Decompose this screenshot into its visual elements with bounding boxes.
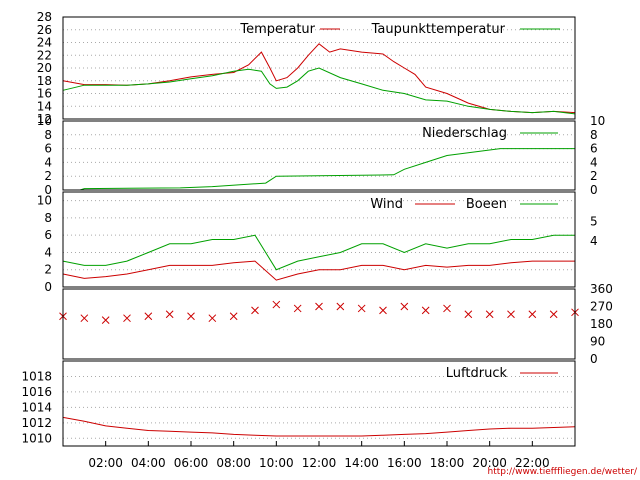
right-axis-label: 90 [590,335,605,349]
x-tick-label: 12:00 [302,456,337,470]
right-axis-label: 4 [590,155,598,169]
right-axis-label: 2 [590,169,598,183]
y-tick-label: 1012 [21,416,52,430]
scatter-point [165,310,174,319]
scatter-point [144,312,153,321]
scatter-point [229,312,238,321]
scatter-point [421,306,430,315]
legend-label: Luftdruck [446,366,508,381]
y-tick-label: 18 [37,74,52,88]
scatter-point [123,314,131,323]
y-tick-label: 26 [37,23,52,37]
y-tick-label: 8 [44,211,52,225]
y-tick-label: 20 [37,61,52,75]
x-tick-label: 22:00 [515,456,550,470]
series-line [62,43,576,114]
panel-frame [62,120,576,191]
y-tick-label: 28 [37,10,52,24]
scatter-point [379,306,387,315]
scatter-point [315,302,323,311]
y-tick-label: 24 [37,36,52,50]
right-axis-label: 0 [590,352,598,366]
series-line [62,416,576,437]
panel-frame [62,288,576,360]
x-tick-label: 06:00 [174,456,209,470]
y-tick-label: 1018 [21,369,52,383]
scatter-point [101,316,110,324]
y-tick-label: 10 [37,114,52,128]
right-axis-label: 8 [590,128,598,142]
x-tick-label: 08:00 [216,456,251,470]
y-tick-label: 2 [44,263,52,277]
legend-label: Taupunkttemperatur [371,22,506,37]
y-tick-label: 4 [44,245,52,259]
y-tick-label: 10 [37,194,52,208]
y-tick-label: 6 [44,142,52,156]
y-tick-label: 12 [37,112,52,126]
x-tick-label: 16:00 [387,456,422,470]
scatter-point [208,314,217,323]
x-tick-label: 10:00 [259,456,294,470]
legend-label: Temperatur [239,22,315,37]
y-tick-label: 16 [37,87,52,101]
scatter-point [251,306,259,315]
source-url: http://www.tiefffliegen.de/wetter/ [488,467,638,477]
scatter-point [485,310,494,319]
scatter-point [400,302,409,311]
y-tick-label: 2 [44,169,52,183]
legend-label: Niederschlag [422,126,507,141]
scatter-point [464,310,473,319]
panel-frame [62,191,576,288]
right-axis-label: 4 [590,234,598,248]
x-tick-label: 14:00 [344,456,379,470]
right-axis-label: 0 [590,183,598,197]
scatter-point [549,310,558,319]
x-tick-label: 18:00 [430,456,465,470]
x-axis: 02:00 04:00 06:00 08:00 10:00 12:00 14:00 16:00… [88,441,550,470]
x-tick-label: 20:00 [472,456,507,470]
y-tick-label: 0 [44,280,52,294]
right-axis-label: 270 [590,300,613,314]
y-tick-label: 14 [37,99,52,113]
legend-label: Wind [370,197,403,212]
scatter-point [443,304,451,313]
y-tick-label: 1014 [21,400,52,414]
panel-frame [62,16,576,120]
y-tick-label: 1016 [21,385,52,399]
right-axis-label: 10 [590,114,605,128]
scatter-point [357,304,366,313]
scatter-series [59,300,579,324]
legend-label: Boeen [466,197,507,212]
right-axis-label: 6 [590,142,598,156]
y-tick-label: 1010 [21,431,52,445]
series-line [62,260,575,281]
scatter-point [187,312,195,321]
scatter-point [528,310,537,319]
y-tick-label: 0 [44,183,52,197]
panel-4: 0 90 180 270 360 [59,282,613,366]
series-line [79,148,575,191]
right-axis-label: 5 [590,214,598,228]
scatter-point [336,302,345,311]
scatter-point [293,304,302,313]
y-tick-label: 6 [44,228,52,242]
x-tick-label: 02:00 [88,456,123,470]
y-tick-label: 22 [37,48,52,62]
right-axis-label: 180 [590,317,613,331]
y-tick-label: 4 [44,155,52,169]
scatter-point [80,314,89,323]
series-line [62,234,575,271]
panel-3: 0 2 4 6 8 10 4 5 Wind Boeen [37,191,598,294]
scatter-point [507,310,515,319]
scatter-point [272,300,281,309]
series-line [62,67,576,115]
x-tick-label: 04:00 [131,456,166,470]
y-tick-label: 8 [44,128,52,142]
right-axis-label: 360 [590,282,613,296]
